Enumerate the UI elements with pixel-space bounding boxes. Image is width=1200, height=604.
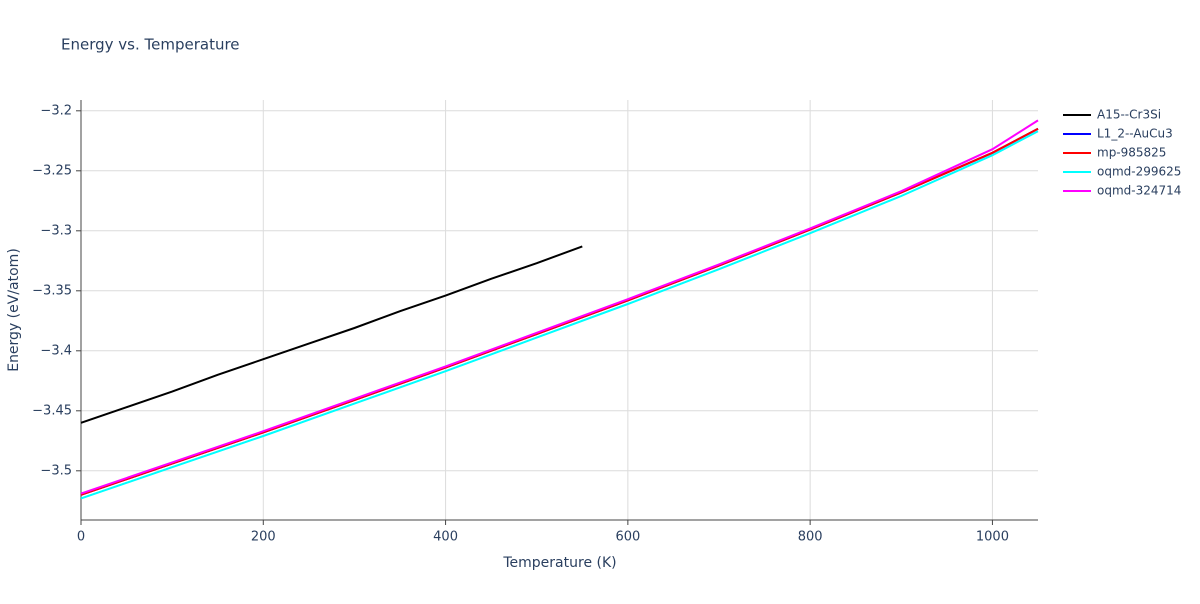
series-line xyxy=(80,245,583,424)
x-tick-label: 600 xyxy=(615,530,640,545)
y-tick-label: −3.35 xyxy=(32,283,72,298)
x-tick-label: 400 xyxy=(433,530,458,545)
series-line xyxy=(80,119,1039,495)
legend-label: oqmd-324714 xyxy=(1097,184,1181,198)
y-tick-label: −3.3 xyxy=(40,223,72,238)
series-line xyxy=(80,130,1039,500)
chart-title: Energy vs. Temperature xyxy=(61,36,240,54)
y-tick-label: −3.4 xyxy=(40,343,72,358)
y-tick-label: −3.5 xyxy=(40,463,72,478)
series-line xyxy=(80,127,1039,496)
x-tick-label: 200 xyxy=(251,530,276,545)
legend-label: L1_2--AuCu3 xyxy=(1097,127,1173,141)
legend-label: oqmd-299625 xyxy=(1097,165,1181,179)
legend-label: A15--Cr3Si xyxy=(1097,108,1161,122)
y-tick-label: −3.45 xyxy=(32,403,72,418)
x-tick-label: 0 xyxy=(77,530,85,545)
y-axis-title: Energy (eV/atom) xyxy=(6,248,22,372)
series-line xyxy=(80,127,1039,496)
x-tick-label: 1000 xyxy=(976,530,1009,545)
y-tick-label: −3.2 xyxy=(40,103,72,118)
legend-label: mp-985825 xyxy=(1097,146,1166,160)
x-tick-label: 800 xyxy=(798,530,823,545)
x-axis-title: Temperature (K) xyxy=(502,555,616,571)
y-tick-label: −3.25 xyxy=(32,163,72,178)
